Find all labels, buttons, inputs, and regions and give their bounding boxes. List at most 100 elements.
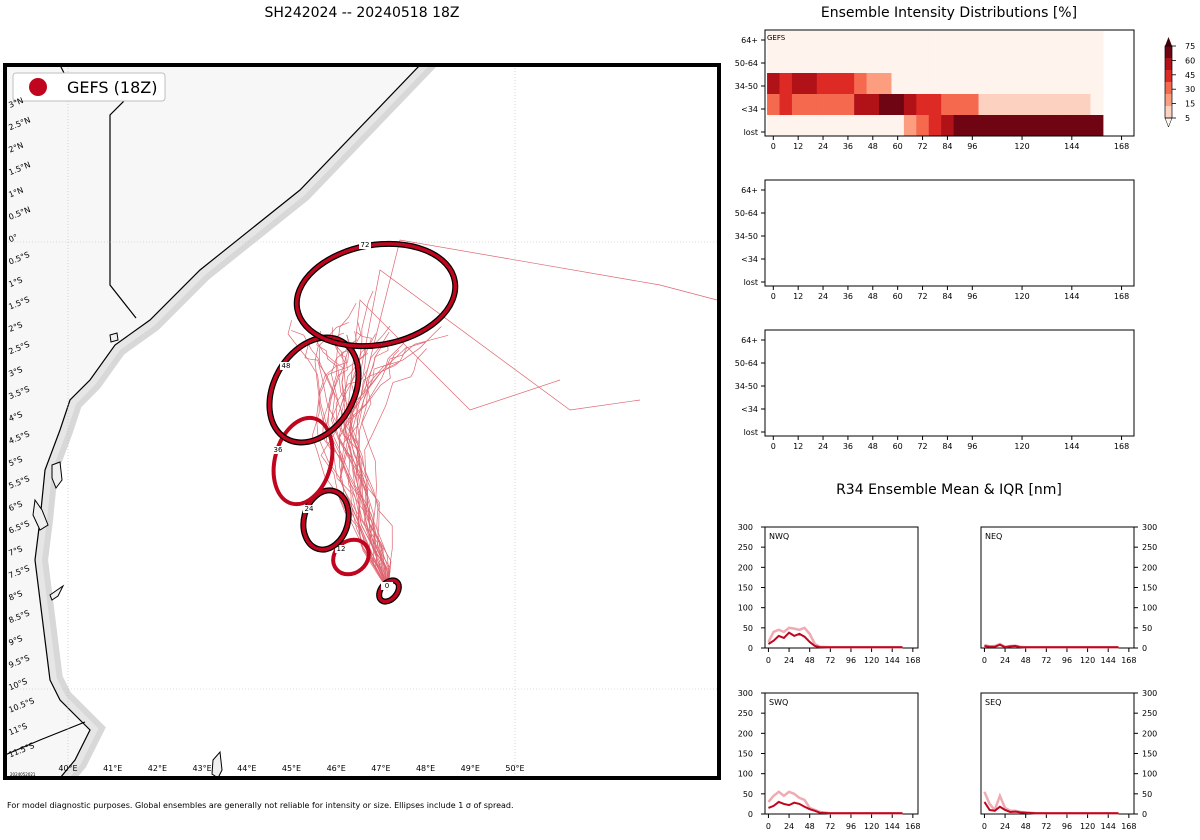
colorbar-segment	[1165, 82, 1172, 94]
heatmap-cell	[903, 115, 917, 136]
heatmap-cell	[1078, 115, 1091, 136]
heatmap-cell	[866, 73, 880, 94]
r34-x-label: 48	[805, 656, 815, 665]
heatmap-cell	[841, 94, 855, 115]
r34-x-label: 120	[1080, 656, 1095, 665]
r34-y-label: 50	[1142, 624, 1152, 633]
r34-x-label: 24	[1000, 656, 1010, 665]
r34-x-label: 48	[1021, 822, 1031, 831]
y-tick-label: lost	[744, 128, 758, 137]
heatmap-cell	[829, 31, 843, 52]
y-tick-label: 64+	[741, 186, 758, 195]
heatmap-cell	[1040, 52, 1054, 73]
r34-x-label: 72	[825, 656, 835, 665]
x-tick-label: 84	[942, 142, 952, 151]
x-tick-label: 36	[843, 292, 853, 301]
heatmap-cell	[1028, 73, 1042, 94]
heatmap-cell	[990, 94, 1004, 115]
ensemble-track	[344, 333, 389, 591]
r34-y-label: 250	[1142, 709, 1157, 718]
intensity-panel-gefs: GEFS 64+ 50-64 34-50 <34 lost 0 12 24 36 48 60 72 84…	[735, 29, 1135, 151]
heatmap-cell	[767, 52, 781, 73]
x-tick-label: 48	[868, 442, 878, 451]
r34-y-label: 200	[1142, 729, 1157, 738]
x-tick-label: 0	[771, 442, 776, 451]
heatmap-cell	[978, 31, 992, 52]
x-tick-label: 120	[1014, 142, 1029, 151]
x-tick-label: 168	[1114, 442, 1129, 451]
ellipse-label: 0	[385, 582, 389, 590]
heatmap-cell	[928, 31, 942, 52]
heatmap-cell	[879, 73, 892, 94]
x-tick-label: 0	[771, 292, 776, 301]
intensity-panel-2: 64+ 50-64 34-50 <34 lost 0 12 24 36 48 60 72 84 96 120…	[735, 179, 1135, 301]
heatmap-cell	[1090, 94, 1104, 115]
heatmap-cell	[866, 52, 880, 73]
heatmap-cell	[841, 115, 855, 136]
heatmap-cell	[767, 73, 781, 94]
ellipse-label-bg	[359, 241, 371, 249]
r34-x-label: 96	[1062, 822, 1072, 831]
x-tick-label: 120	[1014, 292, 1029, 301]
r34-y-label: 150	[738, 584, 753, 593]
heatmap-cell	[891, 115, 905, 136]
heatmap-cell	[916, 73, 930, 94]
x-tick-label: 12	[793, 442, 803, 451]
heatmap-cell	[1028, 31, 1042, 52]
heatmap-cell	[804, 52, 818, 73]
r34-x-label: 120	[1080, 822, 1095, 831]
heatmap-cell	[767, 31, 781, 52]
r34-title: R34 Ensemble Mean & IQR [nm]	[836, 482, 1062, 498]
longitude-labels: 40°E 41°E 42°E 43°E 44°E 45°E 46°E 47°E 48°E 49°E…	[58, 764, 524, 773]
heatmap-cell	[928, 73, 942, 94]
r34-panel-seq: SEQ 300 250 200 150 100 50 0 0 24 48 72 96 120 144 168	[980, 689, 1157, 831]
heatmap-cell	[941, 115, 955, 136]
ensemble-track	[304, 338, 389, 591]
heatmap-cell	[891, 52, 905, 73]
x-tick-label: 96	[967, 142, 977, 151]
r34-mean-line	[767, 631, 903, 649]
heatmap-cell	[1090, 52, 1104, 73]
lon-label: 45°E	[282, 764, 301, 773]
y-tick-label: <34	[741, 405, 758, 414]
heatmap-cell	[966, 94, 980, 115]
map-legend: GEFS (18Z)	[12, 72, 166, 102]
colorbar-label: 75	[1185, 42, 1195, 51]
heatmap-cell	[1090, 73, 1104, 94]
x-tick-label: 12	[793, 292, 803, 301]
heatmap-cell	[978, 94, 992, 115]
r34-x-label: 168	[1121, 656, 1136, 665]
y-tick-label: 64+	[741, 336, 758, 345]
heatmap-cell	[891, 73, 905, 94]
x-tick-label: 84	[942, 292, 952, 301]
heatmap-cell	[779, 31, 793, 52]
ensemble-track	[326, 334, 389, 591]
x-tick-label: 60	[893, 142, 903, 151]
heatmap-cell	[854, 73, 868, 94]
heatmap-cell	[879, 94, 892, 115]
heatmap-cell	[816, 115, 830, 136]
ellipse-label-bg	[272, 446, 284, 454]
colorbar-top-arrow	[1165, 37, 1172, 46]
heatmap-cell	[966, 73, 980, 94]
ensemble-track	[355, 333, 411, 591]
r34-mean-line	[984, 643, 1119, 649]
heatmap-cell	[1065, 52, 1079, 73]
heatmap-cell	[928, 115, 942, 136]
r34-panel-neq: NEQ 300 250 200 150 100 50 0 0 24 48 72 96 120 144 168	[980, 523, 1157, 665]
ensemble-track	[338, 341, 426, 591]
heatmap-cell	[953, 115, 967, 136]
ensemble-track	[318, 345, 389, 591]
heatmap-cell	[1078, 94, 1091, 115]
heatmap-cell	[966, 52, 980, 73]
heatmap-cell	[916, 94, 930, 115]
heatmap-cell	[791, 94, 805, 115]
ensemble-track	[316, 331, 390, 591]
heatmap-cell	[854, 94, 868, 115]
r34-y-label: 250	[1142, 543, 1157, 552]
r34-x-label: 0	[982, 822, 987, 831]
heatmap-cell	[1015, 115, 1029, 136]
r34-y-label: 100	[1142, 604, 1157, 613]
heatmap-cell	[829, 52, 843, 73]
